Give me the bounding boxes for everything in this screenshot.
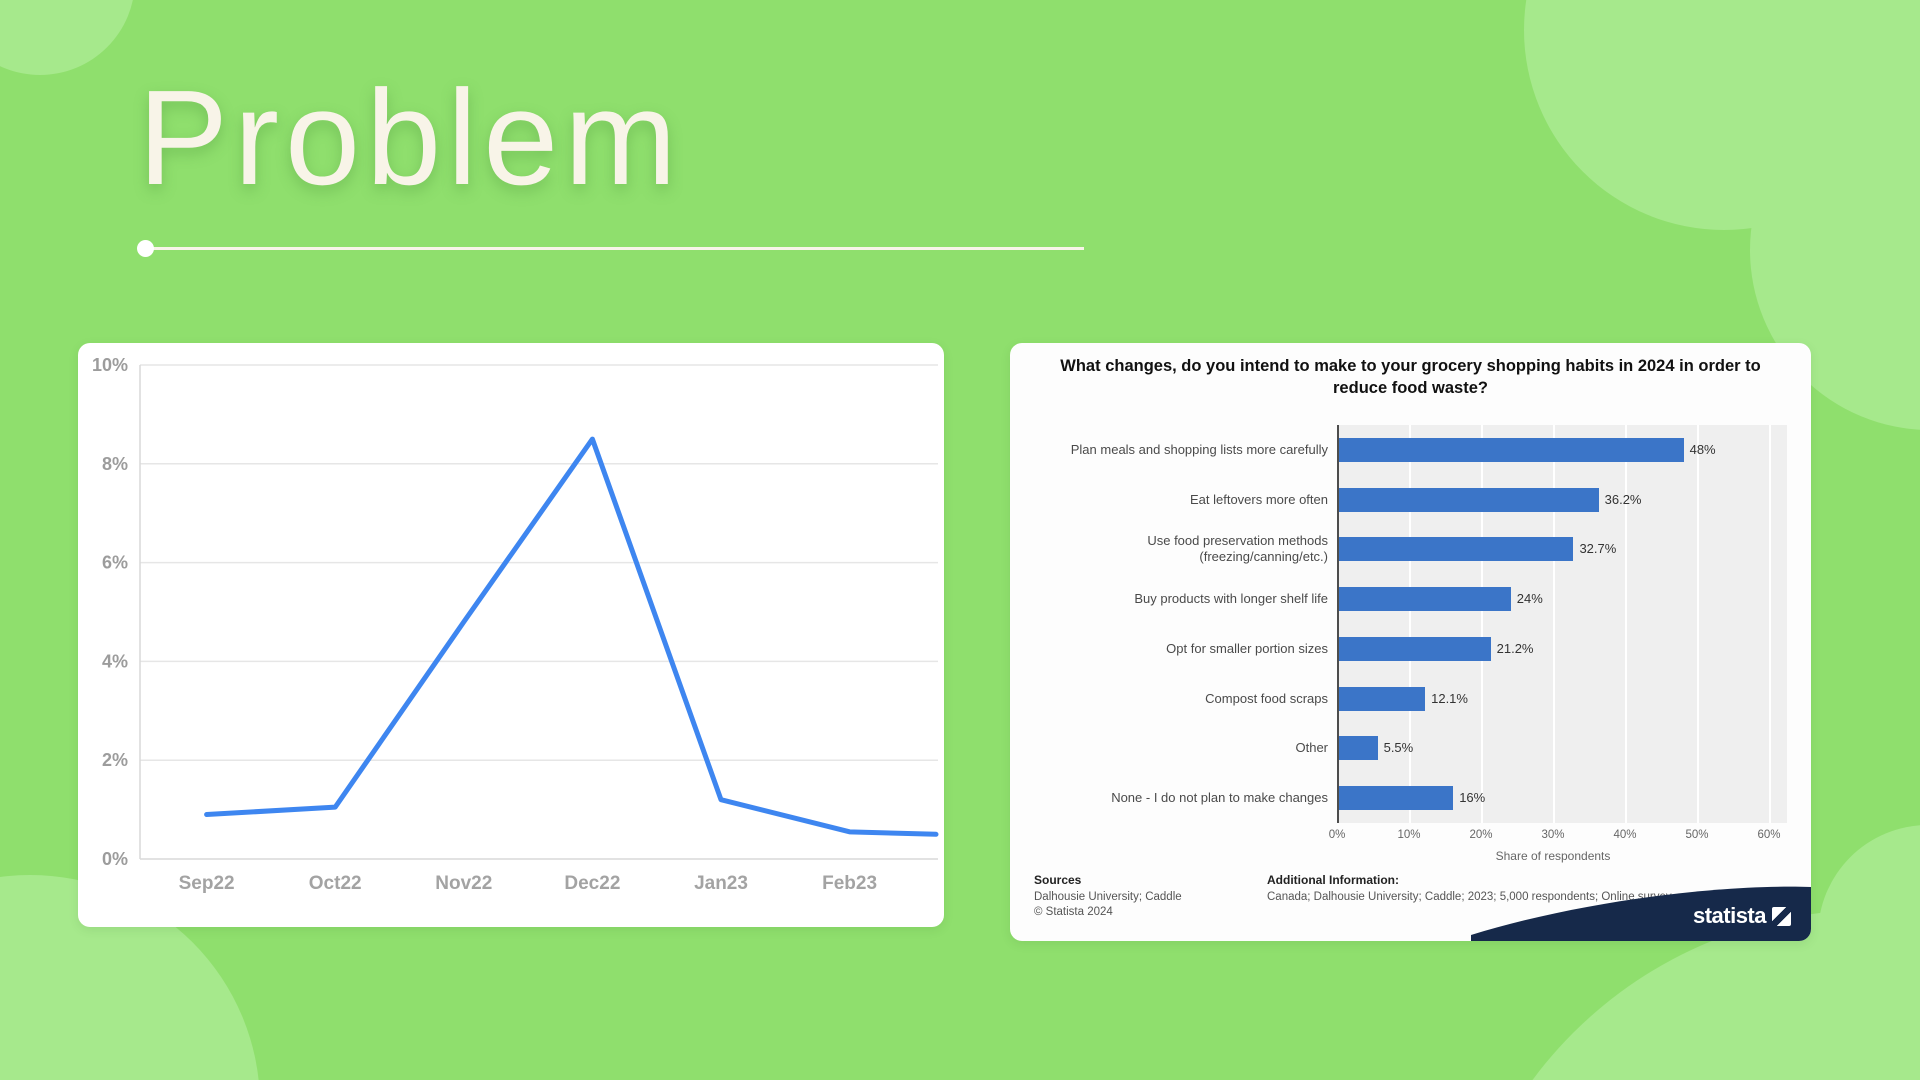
bar-axis-line — [1337, 425, 1339, 823]
bar — [1338, 786, 1454, 811]
bar — [1338, 636, 1491, 661]
statista-logo: statista — [1693, 903, 1791, 929]
bar-category-label: Eat leftovers more often — [1189, 491, 1328, 507]
y-axis-tick-label: 6% — [102, 553, 128, 573]
decorative-circle — [0, 0, 135, 75]
bar-x-tick-label: 50% — [1685, 829, 1709, 841]
bar — [1338, 537, 1574, 562]
bar-x-tick-label: 30% — [1541, 829, 1565, 841]
bar-chart-title: What changes, do you intend to make to y… — [1060, 357, 1761, 398]
bar-gridline — [1409, 425, 1411, 823]
bar-gridline — [1481, 425, 1483, 823]
bar-gridline — [1553, 425, 1555, 823]
sources-block: Sources Dalhousie University; Caddle © S… — [1034, 873, 1182, 920]
bar-value-label: 32.7% — [1579, 541, 1617, 557]
bar-gridline — [1625, 425, 1627, 823]
y-axis-tick-label: 10% — [92, 355, 128, 375]
bar-x-tick-label: 10% — [1397, 829, 1421, 841]
bar-x-tick-label: 40% — [1613, 829, 1637, 841]
y-axis-tick-label: 0% — [102, 849, 128, 869]
title-underline — [145, 247, 1084, 250]
statista-chart-card: What changes, do you intend to make to y… — [1010, 343, 1811, 941]
x-axis-tick-label: Jan23 — [694, 873, 748, 894]
x-axis-tick-label: Nov22 — [435, 873, 492, 894]
bar-x-tick-label: 60% — [1757, 829, 1781, 841]
bar-value-label: 12.1% — [1431, 690, 1468, 706]
title-underline-dot — [137, 240, 154, 257]
bar — [1338, 437, 1684, 462]
statista-logo-text: statista — [1692, 903, 1767, 928]
bar-category-label: Use food preservation methods (freezing/… — [1147, 533, 1328, 565]
x-axis-label: Share of respondents — [1495, 849, 1611, 863]
bar-chart-plot: 48% 36.2% 32.7% 24% 21.2% 12.1% 5.5% 16% — [1337, 425, 1787, 823]
additional-info-text: Canada; Dalhousie University; Caddle; 20… — [1267, 891, 1672, 903]
bar-x-tick-label: 0% — [1328, 829, 1346, 841]
bar-category-label: Opt for smaller portion sizes — [1166, 640, 1328, 656]
statista-logo-icon — [1772, 906, 1791, 926]
bar-gridline — [1769, 425, 1771, 823]
y-axis-tick-label: 4% — [102, 651, 128, 671]
additional-info-heading: Additional Information: — [1267, 873, 1399, 887]
bar-category-label: Buy products with longer shelf life — [1134, 591, 1328, 606]
bar-category-label: None - I do not plan to make changes — [1111, 790, 1328, 805]
sources-heading: Sources — [1034, 873, 1082, 887]
copyright-line: © Statista 2024 — [1034, 905, 1113, 918]
data-line — [204, 436, 939, 837]
bar-category-label: Other — [1295, 740, 1328, 756]
bar — [1338, 487, 1599, 512]
statista-banner: statista — [1471, 879, 1811, 941]
y-axis-tick-label: 8% — [102, 454, 128, 474]
bar-gridline — [1697, 425, 1699, 823]
x-axis-tick-label: Sep22 — [179, 873, 235, 894]
y-axis-tick-label: 2% — [102, 750, 128, 770]
bar-value-label: 48% — [1689, 441, 1716, 457]
x-axis-tick-label: Oct22 — [309, 873, 362, 894]
bar-category-label: Compost food scraps — [1205, 690, 1328, 706]
bar-chart-category-labels: Plan meals and shopping lists more caref… — [1034, 425, 1328, 823]
sources-line: Dalhousie University; Caddle — [1034, 891, 1182, 903]
bar-x-tick-label: 20% — [1469, 829, 1493, 841]
bar — [1338, 686, 1426, 711]
bar — [1338, 736, 1378, 761]
x-axis-tick-label: Feb23 — [822, 873, 877, 894]
bar-value-label: 24% — [1516, 591, 1543, 607]
line-chart-card: 0% 2% 4% 6% 8% 10% Sep22 Oct22 Nov22 Dec22 Jan23 Fe… — [78, 343, 944, 927]
bar-value-label: 5.5% — [1383, 740, 1414, 756]
bar-value-label: 16% — [1459, 790, 1486, 806]
statista-banner-swoosh — [1471, 886, 1811, 941]
x-axis-tick-label: Dec22 — [564, 873, 620, 894]
bar-category-label: Plan meals and shopping lists more caref… — [1070, 441, 1328, 457]
bar-value-label: 21.2% — [1496, 640, 1534, 656]
bar-value-label: 36.2% — [1604, 491, 1642, 507]
slide-title: Problem — [138, 62, 683, 213]
line-chart: 0% 2% 4% 6% 8% 10% Sep22 Oct22 Nov22 Dec22 Jan23 Fe… — [92, 355, 939, 894]
bar — [1338, 587, 1511, 612]
additional-info-block: Additional Information: Canada; Dalhousi… — [1267, 873, 1811, 905]
